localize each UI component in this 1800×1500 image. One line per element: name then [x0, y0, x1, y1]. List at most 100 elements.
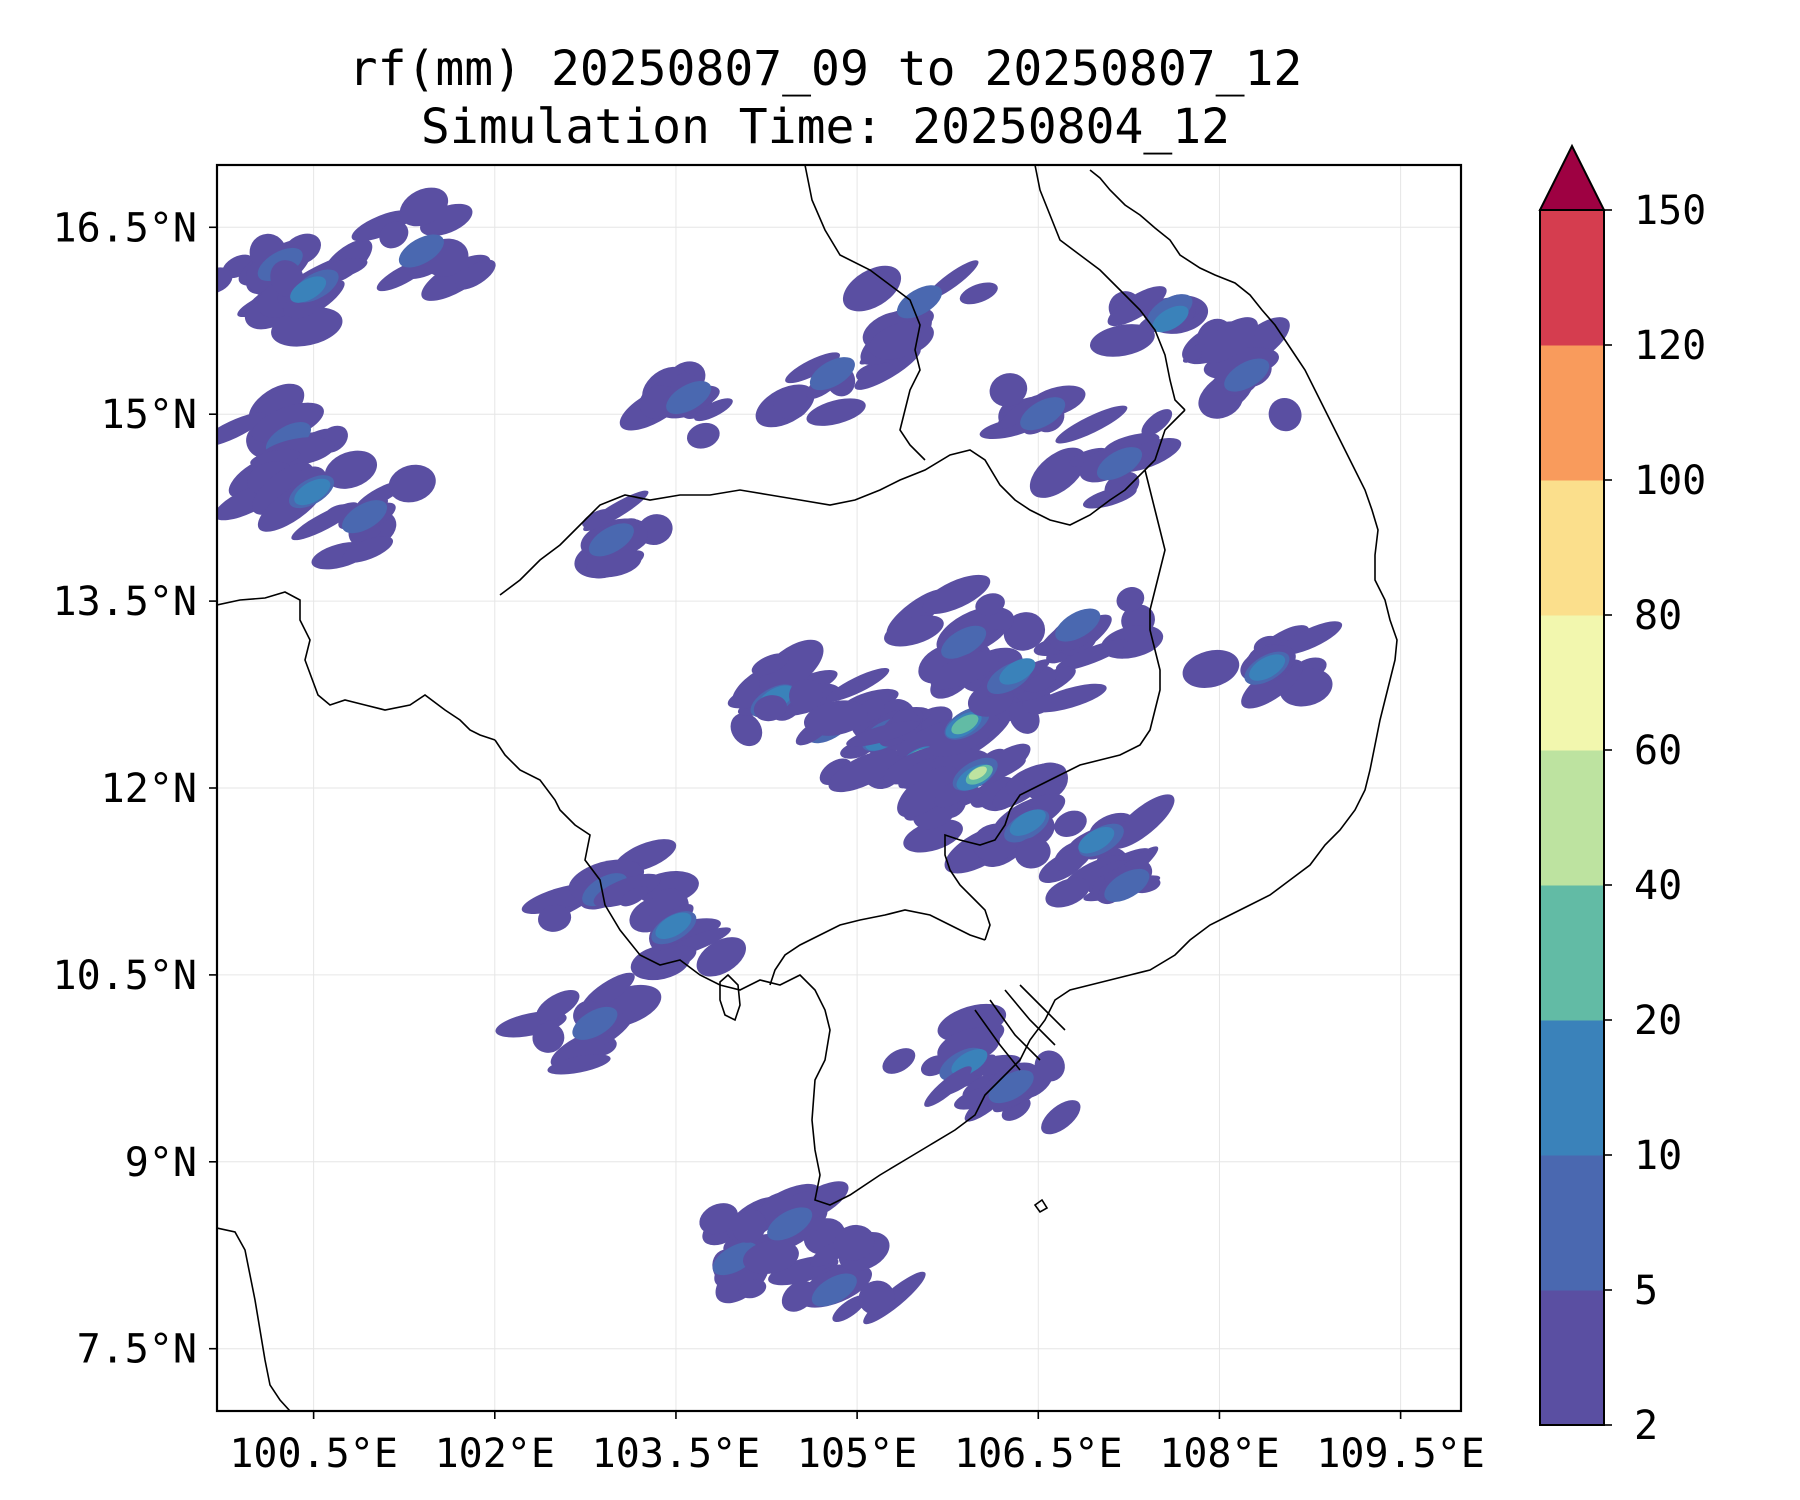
- rain-blob: [583, 490, 649, 532]
- colorbar-segment: [1540, 480, 1604, 616]
- rain-blob: [1034, 1050, 1065, 1082]
- rain-blob: [694, 398, 733, 422]
- rain-core: [1224, 358, 1270, 392]
- rain-blob: [1054, 810, 1087, 837]
- rain-core: [809, 357, 855, 391]
- rain-blob: [537, 904, 572, 932]
- border-cambodia-vietnam-south: [769, 909, 986, 986]
- rain-blob: [832, 1295, 867, 1323]
- colorbar-tick-label: 80: [1634, 593, 1682, 639]
- rain-blob: [869, 321, 934, 360]
- rain-blob: [789, 679, 823, 712]
- rain-blob: [1041, 1100, 1081, 1135]
- rain-blob: [842, 265, 902, 312]
- colorbar: 2 5 10 20 40 60 80 100 120 150: [1538, 143, 1706, 1449]
- rain-blob: [217, 412, 266, 447]
- rain-blob: [858, 1280, 895, 1315]
- rain-blob: [532, 1022, 565, 1053]
- rain-core: [951, 1049, 988, 1076]
- rain-core: [666, 380, 712, 415]
- rain-blob: [826, 668, 890, 702]
- lon-tick-label: 102°E: [435, 1431, 555, 1477]
- border-laos-vietnam: [1034, 165, 1186, 411]
- rain-blob: [379, 221, 409, 249]
- rain-blob: [1055, 405, 1128, 444]
- rain-blob: [897, 766, 959, 818]
- colorbar-tick-label: 20: [1634, 998, 1682, 1044]
- colorbar-extend-triangle: [1538, 143, 1606, 211]
- lat-tick-label: 12°N: [101, 766, 197, 812]
- rain-blob: [903, 819, 963, 853]
- rain-core: [712, 1242, 758, 1276]
- rain-core: [968, 766, 987, 780]
- rain-blob: [846, 720, 920, 747]
- border-thailand-cambodia: [499, 409, 1186, 596]
- rain-blob: [388, 464, 436, 503]
- rain-blob: [1032, 683, 1107, 713]
- rain-blob: [1001, 1097, 1031, 1121]
- rain-blob: [686, 422, 720, 449]
- rain-blob: [342, 536, 394, 563]
- rain-core: [572, 1006, 618, 1040]
- rain-blob: [1141, 409, 1173, 437]
- rain-blob: [1279, 621, 1343, 655]
- rain-blob: [1182, 649, 1240, 689]
- colorbar-tick-label: 120: [1634, 323, 1706, 369]
- lat-tick-label: 10.5°N: [53, 953, 198, 999]
- colorbar-segment: [1540, 1155, 1604, 1291]
- coastline-cambodia: [494, 169, 1398, 1206]
- lon-tick-label: 105°E: [797, 1431, 917, 1477]
- rain-blob: [806, 398, 866, 426]
- colorbar-segment: [1540, 750, 1604, 886]
- rain-blob: [975, 593, 1005, 616]
- rain-blob: [455, 259, 496, 290]
- rain-blob: [1116, 586, 1145, 612]
- rain-core: [588, 523, 634, 557]
- colorbar-tick-label: 60: [1634, 728, 1682, 774]
- colorbar-tick-label: 10: [1634, 1133, 1682, 1179]
- rain-blob: [743, 1240, 799, 1274]
- rain-blob: [1003, 612, 1046, 651]
- rain-blob: [1268, 397, 1302, 432]
- rain-blob: [699, 1203, 738, 1235]
- rain-blob: [217, 267, 233, 295]
- rain-blob: [989, 373, 1028, 407]
- colorbar-tick-label: 150: [1634, 188, 1706, 234]
- rain-blob: [581, 972, 635, 1012]
- rain-blob: [781, 1280, 816, 1312]
- rain-blob: [536, 989, 580, 1022]
- colorbar-tick-label: 100: [1634, 458, 1706, 504]
- colorbar-segment: [1540, 885, 1604, 1021]
- rain-blob: [730, 713, 763, 747]
- rain-blob: [751, 653, 789, 676]
- rain-core: [1104, 868, 1150, 902]
- rain-blob: [856, 362, 897, 384]
- colorbar-segment: [1540, 345, 1604, 481]
- map-title-line-1: rf(mm) 20250807_09 to 20250807_12: [348, 41, 1303, 97]
- rain-blob: [1015, 837, 1051, 869]
- colorbar-segment: [1540, 1290, 1604, 1426]
- rain-blob: [1201, 317, 1258, 364]
- rain-blob: [924, 1066, 972, 1107]
- colorbar-tick-label: 2: [1634, 1403, 1658, 1449]
- rainfall-field: [217, 187, 1343, 1325]
- lon-tick-label: 109.5°E: [1316, 1431, 1485, 1477]
- border-cambodia-vietnam: [944, 469, 1166, 941]
- rain-blob: [884, 615, 944, 647]
- rain-blob: [593, 873, 661, 908]
- colorbar-tick-label: 5: [1634, 1268, 1658, 1314]
- rain-blob: [251, 402, 324, 443]
- rain-core: [655, 912, 692, 940]
- rain-core: [342, 500, 388, 534]
- lon-tick-label: 106.5°E: [954, 1431, 1123, 1477]
- colorbar-segment: [1540, 1020, 1604, 1156]
- rain-core: [1055, 608, 1101, 642]
- rain-core: [1096, 447, 1143, 481]
- rain-blob: [271, 307, 343, 347]
- rain-core: [1249, 654, 1286, 681]
- rain-blob: [759, 639, 824, 695]
- rain-core: [767, 1207, 813, 1241]
- rain-blob: [250, 449, 301, 468]
